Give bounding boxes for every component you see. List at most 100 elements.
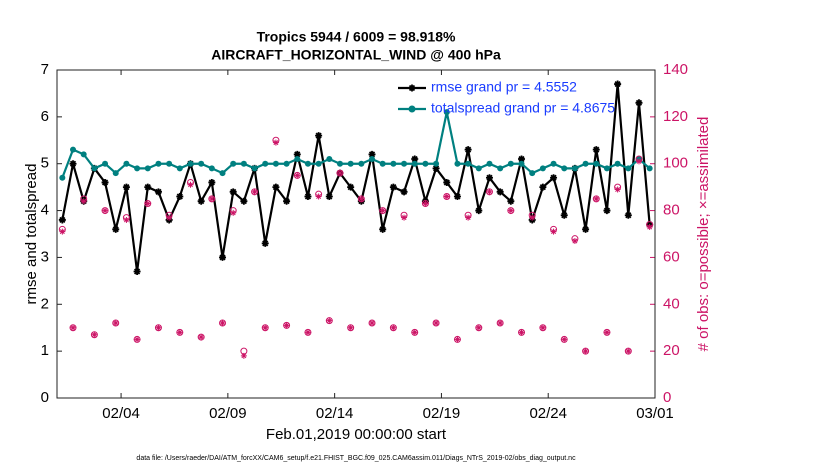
star-marker <box>102 207 109 214</box>
y2-axis-label: # of obs: o=possible; ×=assimilated <box>695 117 712 352</box>
y-tick-label: 4 <box>41 202 49 219</box>
star-marker <box>154 188 162 196</box>
dot-marker <box>176 165 183 172</box>
star-marker <box>219 320 226 327</box>
dot-marker <box>283 160 290 167</box>
star-marker <box>582 225 590 233</box>
dot-marker <box>507 160 514 167</box>
dot-marker <box>272 160 279 167</box>
dot-marker <box>91 165 98 172</box>
dot-marker <box>390 160 397 167</box>
dot-marker <box>401 160 408 167</box>
dot-marker <box>593 160 600 167</box>
star-marker <box>582 348 589 355</box>
y2-tick-label: 80 <box>663 202 680 219</box>
star-marker <box>80 198 87 205</box>
star-marker <box>251 188 258 195</box>
dot-marker <box>294 156 301 163</box>
dot-marker <box>102 160 109 167</box>
dot-marker <box>230 160 237 167</box>
star-marker <box>507 197 515 205</box>
star-marker <box>187 181 194 188</box>
dot-marker <box>198 160 205 167</box>
y-tick-label: 6 <box>41 108 49 125</box>
x-tick-label: 03/01 <box>636 405 674 422</box>
star-marker <box>529 214 536 221</box>
x-tick-label: 02/04 <box>102 405 140 422</box>
star-marker <box>133 267 141 275</box>
star-marker <box>433 320 440 327</box>
dot-marker <box>625 165 632 172</box>
dot-marker <box>603 165 610 172</box>
star-marker <box>315 132 323 140</box>
dot-marker <box>166 160 173 167</box>
star-marker <box>294 172 301 179</box>
star-marker <box>432 164 440 172</box>
star-marker <box>293 150 301 158</box>
dot-marker <box>251 165 258 172</box>
dot-marker <box>347 160 354 167</box>
dot-marker <box>539 165 546 172</box>
star-marker <box>208 195 215 202</box>
star-marker <box>443 178 451 186</box>
x-tick-label: 02/14 <box>316 405 354 422</box>
star-marker <box>422 200 429 207</box>
star-marker <box>561 336 568 343</box>
star-marker <box>496 188 504 196</box>
star-marker <box>176 329 183 336</box>
dot-marker <box>240 160 247 167</box>
star-marker <box>261 239 269 247</box>
star-marker <box>593 195 600 202</box>
star-marker <box>123 216 130 223</box>
star-marker <box>603 329 610 336</box>
star-marker <box>155 324 162 331</box>
star-marker <box>560 211 568 219</box>
footnote: data file: /Users/raeder/DAI/ATM_forcXX/… <box>136 455 576 462</box>
star-marker <box>134 336 141 343</box>
y2-tick-label: 0 <box>663 389 671 406</box>
dot-marker <box>70 146 77 153</box>
star-marker <box>518 329 525 336</box>
star-marker <box>411 155 419 163</box>
star-marker <box>539 183 547 191</box>
star-marker <box>91 331 98 338</box>
star-marker <box>539 324 546 331</box>
star-marker <box>475 207 483 215</box>
star-marker <box>112 320 119 327</box>
star-marker <box>230 209 237 216</box>
y2-tick-label: 140 <box>663 61 688 78</box>
dot-marker <box>144 165 151 172</box>
star-marker <box>240 352 247 359</box>
star-marker <box>389 183 397 191</box>
star-marker <box>219 253 227 261</box>
dot-marker <box>561 165 568 172</box>
dot-marker <box>454 160 461 167</box>
dot-marker <box>262 160 269 167</box>
star-marker <box>400 188 408 196</box>
star-marker <box>614 186 621 193</box>
star-marker <box>166 214 173 221</box>
star-marker <box>550 174 558 182</box>
dot-marker <box>646 165 653 172</box>
star-marker <box>262 324 269 331</box>
dot-marker <box>614 160 621 167</box>
chart-title: Tropics 5944 / 6009 = 98.918% <box>257 29 456 45</box>
x-tick-label: 02/24 <box>529 405 567 422</box>
star-marker <box>475 324 482 331</box>
star-marker <box>486 188 493 195</box>
star-marker <box>198 334 205 341</box>
y2-tick-label: 60 <box>663 248 680 265</box>
dot-marker <box>358 160 365 167</box>
star-marker <box>272 183 280 191</box>
star-marker <box>304 193 312 201</box>
star-marker <box>347 324 354 331</box>
star-marker <box>59 228 66 235</box>
dot-marker <box>369 156 376 163</box>
dot-marker <box>411 160 418 167</box>
y-tick-label: 7 <box>41 61 49 78</box>
y-tick-label: 5 <box>41 155 49 172</box>
star-marker <box>635 158 642 165</box>
legend-marker <box>408 84 416 92</box>
star-marker <box>379 207 386 214</box>
legend-label: totalspread grand pr = 4.8675 <box>431 100 615 116</box>
